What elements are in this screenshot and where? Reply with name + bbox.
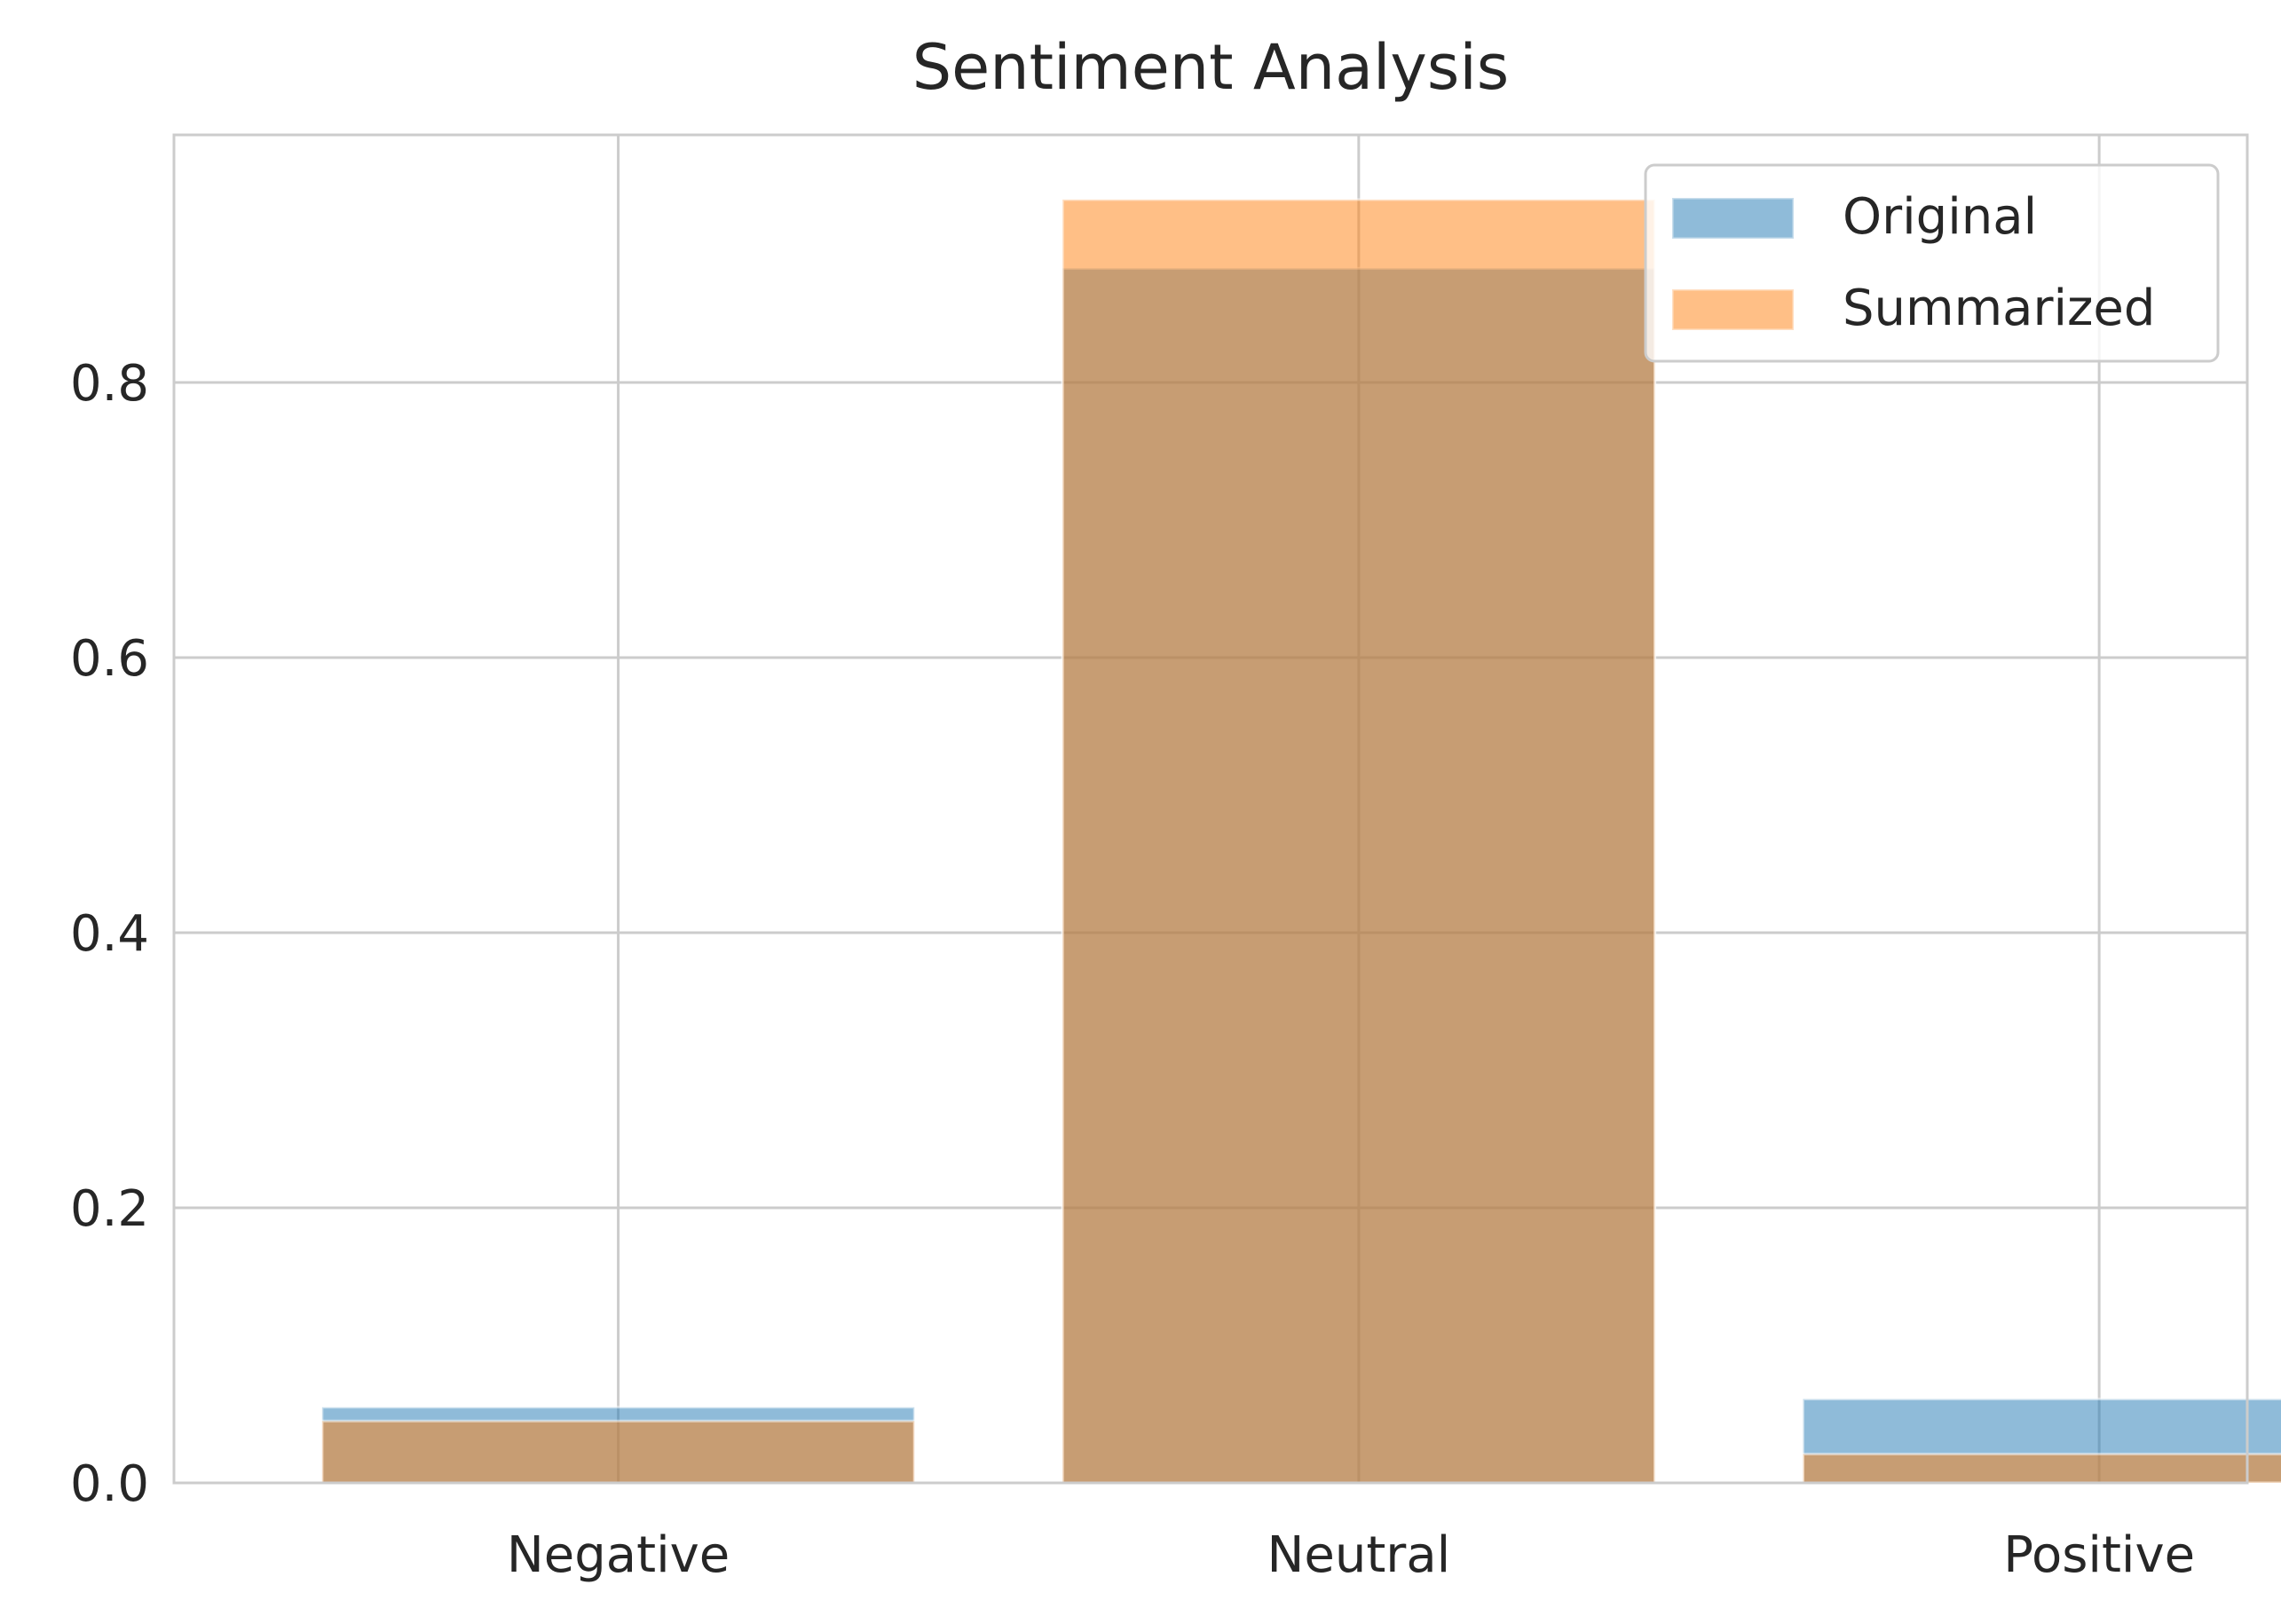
x-tick-label: Negative <box>507 1526 730 1584</box>
bar-summarized-positive <box>1801 1452 2281 1485</box>
legend-swatch-summarized <box>1670 288 1796 332</box>
plot-area-frame <box>172 133 2249 1485</box>
legend-swatch-original <box>1670 196 1796 240</box>
legend: Original Summarized <box>1644 163 2220 363</box>
x-tick-label: Positive <box>2003 1526 2195 1584</box>
y-tick-label: 0.0 <box>70 1455 149 1513</box>
y-tick-label: 0.8 <box>70 355 149 413</box>
y-tick-label: 0.2 <box>70 1180 149 1238</box>
y-tick-label: 0.4 <box>70 905 149 963</box>
x-tick-label: Neutral <box>1267 1526 1451 1584</box>
x-axis-tick-labels: Negative Neutral Positive <box>507 1526 2195 1584</box>
bar-summarized-negative <box>320 1419 916 1485</box>
bar-summarized-neutral <box>1061 198 1657 1485</box>
bars <box>320 198 2281 1485</box>
y-tick-label: 0.6 <box>70 630 149 688</box>
y-axis-tick-labels: 0.0 0.2 0.4 0.6 0.8 <box>70 355 149 1513</box>
legend-label-original: Original <box>1843 188 2037 246</box>
legend-label-summarized: Summarized <box>1843 280 2155 337</box>
chart-title: Sentiment Analysis <box>912 31 1510 104</box>
